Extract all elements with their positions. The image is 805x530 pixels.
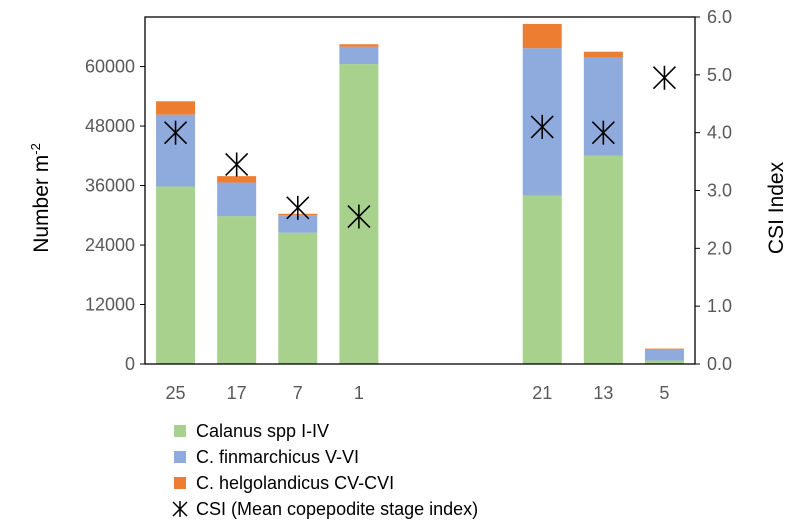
y2-tick-label-4: 3.0 (707, 181, 732, 201)
x-tick-label-8: 13 (593, 383, 613, 403)
legend-csi-marker (172, 501, 188, 517)
bar-2-2 (217, 182, 257, 217)
csi-marker-4 (347, 204, 371, 229)
y2-axis-title: CSI Index (765, 161, 788, 254)
legend-label-3: C. helgolandicus CV-CVI (196, 473, 394, 493)
legend-swatch-3 (174, 477, 186, 489)
right-axis-ticks: 0.0 1.0 2.0 3.0 4.0 5.0 6.0 (695, 7, 732, 374)
legend-swatch-2 (174, 451, 186, 463)
y-axis-title: Number m-2 (28, 143, 53, 253)
csi-marker-9 (652, 65, 677, 90)
y2-tick-label-2: 1.0 (707, 296, 732, 316)
y2-tick-label-1: 0.0 (707, 354, 732, 374)
bar-2-9 (644, 349, 684, 361)
bar-1-7 (522, 195, 562, 364)
bar-1-3 (278, 232, 318, 364)
y-tick-label-1: 0 (125, 354, 135, 374)
x-tick-label-3: 7 (293, 383, 303, 403)
legend: Calanus spp I-IV C. finmarchicus V-VI C. h… (172, 421, 478, 519)
csi-marker-7 (530, 114, 554, 139)
bar-1-8 (583, 155, 623, 364)
csi-marker-3 (286, 195, 310, 220)
legend-label-csi: CSI (Mean copepodite stage index) (196, 499, 478, 519)
bar-2-4 (339, 46, 379, 65)
bar-2-3 (278, 215, 318, 233)
bar-3-2 (217, 176, 257, 183)
bar-1-9 (644, 360, 684, 364)
y-tick-label-5: 48000 (85, 116, 135, 136)
x-axis-ticks: 25 17 7 1 21 13 5 (166, 383, 670, 403)
bar-1-1 (156, 186, 196, 364)
legend-swatch-1 (174, 425, 186, 437)
bar-3-9 (644, 348, 684, 350)
legend-label-2: C. finmarchicus V-VI (196, 447, 359, 467)
y-tick-label-3: 24000 (85, 235, 135, 255)
x-tick-label-4: 1 (354, 383, 364, 403)
y2-tick-label-3: 2.0 (707, 238, 732, 258)
y2-tick-label-7: 6.0 (707, 7, 732, 27)
csi-marker-8 (591, 120, 615, 145)
csi-marker-1 (163, 120, 188, 145)
legend-label-1: Calanus spp I-IV (196, 421, 329, 441)
x-tick-label-9: 5 (659, 383, 669, 403)
y2-tick-label-5: 4.0 (707, 123, 732, 143)
x-tick-label-7: 21 (532, 383, 552, 403)
y-tick-label-2: 12000 (85, 295, 135, 315)
y-tick-label-4: 36000 (85, 176, 135, 196)
bar-1-2 (217, 216, 257, 364)
bar-3-4 (339, 44, 379, 47)
y-tick-label-6: 60000 (85, 57, 135, 77)
csi-marker-2 (225, 152, 249, 177)
bar-3-8 (583, 51, 623, 58)
bar-3-7 (522, 23, 562, 49)
csi-markers-layer (163, 65, 677, 229)
bar-3-1 (156, 101, 196, 115)
x-tick-label-1: 25 (166, 383, 186, 403)
bars-layer (156, 23, 684, 364)
x-tick-label-2: 17 (227, 383, 247, 403)
y2-tick-label-6: 5.0 (707, 65, 732, 85)
left-axis-ticks: 0 12000 24000 36000 48000 60000 (85, 57, 145, 374)
